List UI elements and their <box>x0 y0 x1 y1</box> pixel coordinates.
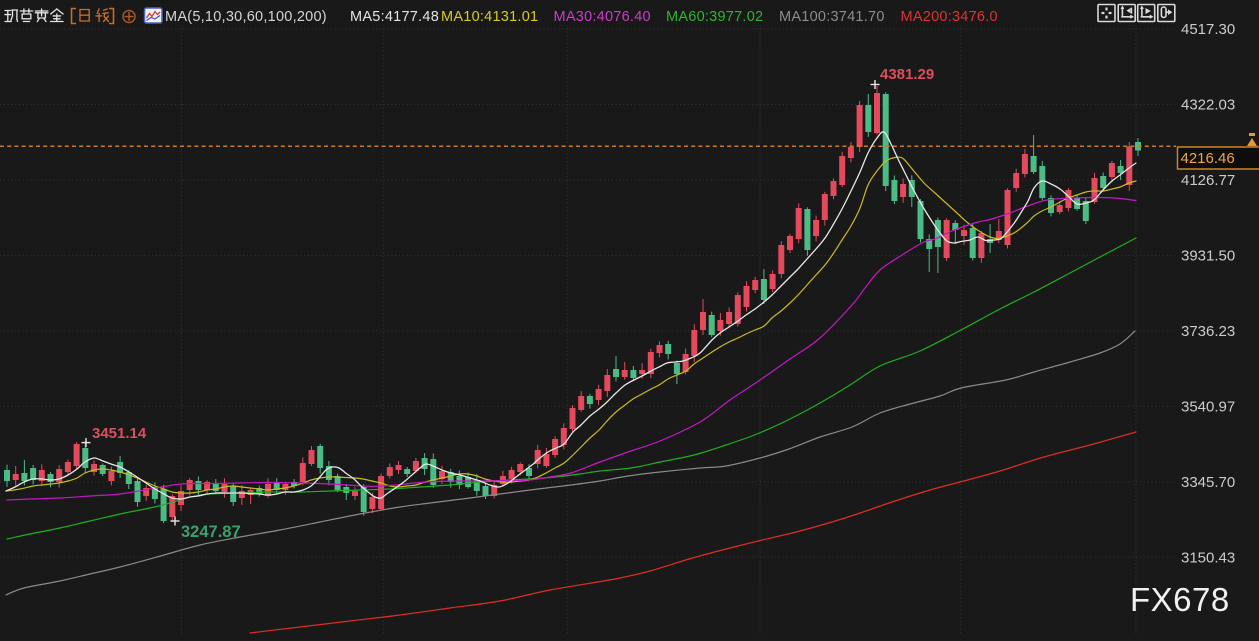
svg-text:4517.30: 4517.30 <box>1181 21 1235 38</box>
svg-text:MA60:3977.02: MA60:3977.02 <box>666 9 763 25</box>
svg-text:4322.03: 4322.03 <box>1181 97 1235 114</box>
svg-text:MA(5,10,30,60,100,200): MA(5,10,30,60,100,200) <box>165 9 327 25</box>
svg-text:4126.77: 4126.77 <box>1181 172 1235 189</box>
svg-text:MA100:3741.70: MA100:3741.70 <box>779 9 885 25</box>
svg-text:MA200:3476.0: MA200:3476.0 <box>901 9 998 25</box>
svg-text:3540.97: 3540.97 <box>1181 399 1235 416</box>
svg-text:3247.87: 3247.87 <box>181 523 241 541</box>
svg-text:3451.14: 3451.14 <box>92 425 147 442</box>
svg-text:4381.29: 4381.29 <box>880 66 934 83</box>
svg-text:MA10:4131.01: MA10:4131.01 <box>441 9 538 25</box>
svg-text:3150.43: 3150.43 <box>1181 550 1235 567</box>
svg-text:3931.50: 3931.50 <box>1181 248 1235 265</box>
svg-text:MA5:4177.48: MA5:4177.48 <box>350 9 439 25</box>
svg-text:3345.70: 3345.70 <box>1181 474 1235 491</box>
svg-text:MA30:4076.40: MA30:4076.40 <box>554 9 651 25</box>
svg-text:FX678: FX678 <box>1130 581 1230 618</box>
svg-text:3736.23: 3736.23 <box>1181 323 1235 340</box>
svg-text:4216.46: 4216.46 <box>1181 150 1235 167</box>
